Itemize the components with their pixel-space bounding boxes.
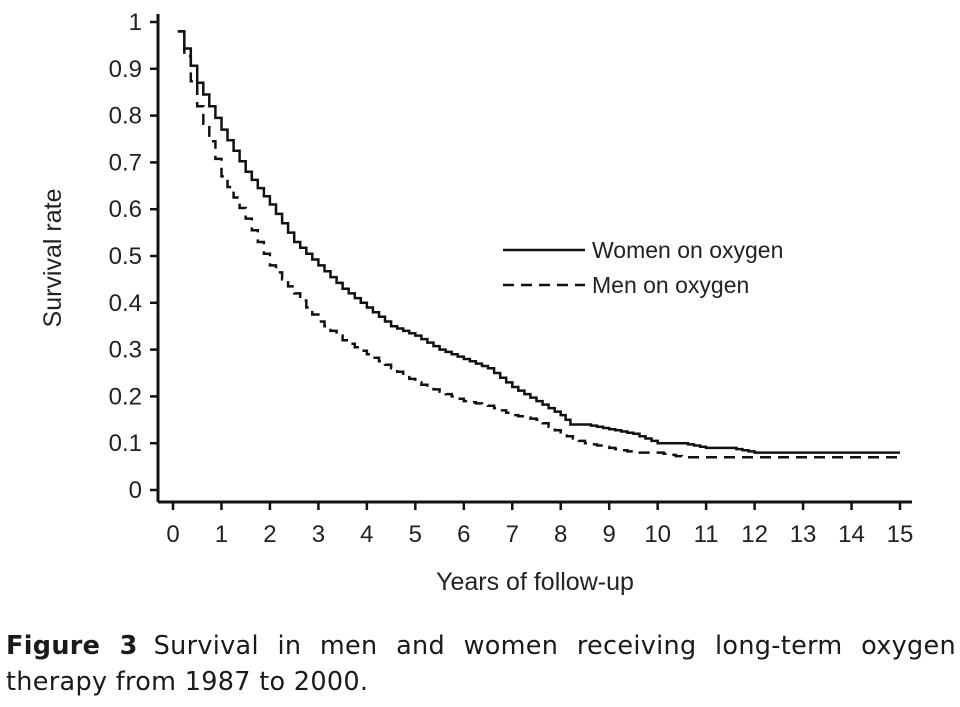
x-tick-label: 2	[263, 521, 276, 548]
caption-label: Figure 3	[6, 631, 138, 661]
figure-caption: Figure 3 Survival in men and women receiv…	[6, 628, 956, 700]
x-tick-label: 14	[838, 521, 865, 548]
x-tick-label: 5	[409, 521, 422, 548]
x-tick-label: 8	[554, 521, 567, 548]
y-tick-label: 0.2	[109, 383, 142, 410]
y-tick-label: 0.7	[109, 149, 142, 176]
x-tick-label: 15	[887, 521, 914, 548]
y-tick-label: 0.4	[109, 290, 142, 317]
x-tick-label: 11	[694, 521, 719, 548]
y-tick-label: 0.3	[109, 337, 142, 364]
x-tick-label: 3	[312, 521, 325, 548]
y-tick-label: 0	[129, 477, 142, 504]
x-axis-title: Years of follow-up	[436, 568, 634, 596]
legend-label: Men on oxygen	[592, 272, 749, 298]
series-line-women	[177, 30, 900, 454]
x-axis-ticks: 0 1 2 3 4 5 6 7 8 9 10 11 12 13 14 15	[166, 502, 913, 548]
series-layer	[177, 30, 900, 459]
y-tick-label: 1	[129, 9, 142, 36]
y-tick-label: 0.1	[109, 430, 142, 457]
legend: Women on oxygen Men on oxygen	[503, 237, 783, 298]
caption-text: Survival in men and women receiving long…	[6, 631, 956, 697]
y-axis-title: Survival rate	[39, 189, 67, 328]
y-tick-label: 0.5	[109, 243, 142, 270]
x-tick-label: 7	[506, 521, 519, 548]
x-tick-label: 13	[790, 521, 817, 548]
series-line-men	[177, 30, 900, 459]
y-tick-label: 0.9	[109, 56, 142, 83]
x-tick-label: 12	[741, 521, 768, 548]
legend-label: Women on oxygen	[592, 237, 783, 263]
y-tick-label: 0.8	[109, 103, 142, 130]
x-tick-label: 9	[603, 521, 616, 548]
x-tick-label: 0	[166, 521, 179, 548]
x-tick-label: 4	[360, 521, 373, 548]
x-tick-label: 10	[644, 521, 671, 548]
x-tick-label: 1	[215, 521, 228, 548]
x-tick-label: 6	[457, 521, 470, 548]
y-tick-label: 0.6	[109, 196, 142, 223]
y-axis-ticks: 0 0.1 0.2 0.3 0.4 0.5 0.6 0.7 0.8 0.9 1	[109, 9, 158, 504]
